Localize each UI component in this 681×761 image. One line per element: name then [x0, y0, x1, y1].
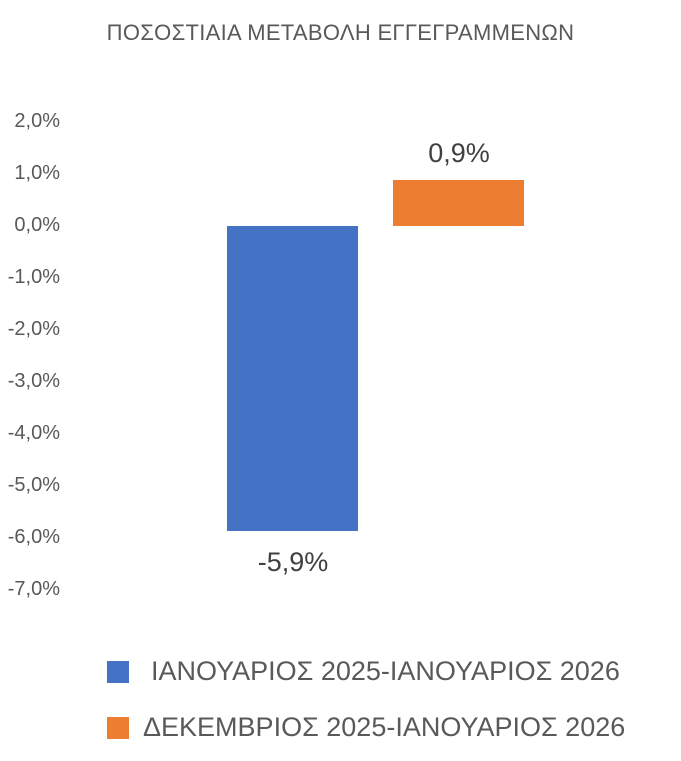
legend-swatch-blue: [107, 660, 129, 683]
y-tick-label: 0,0%: [14, 214, 60, 236]
legend-item-jan2025-jan2026: ΙΑΝΟΥΑΡΙΟΣ 2025-ΙΑΝΟΥΑΡΙΟΣ 2026: [107, 656, 620, 687]
legend-label: ΙΑΝΟΥΑΡΙΟΣ 2025-ΙΑΝΟΥΑΡΙΟΣ 2026: [151, 656, 620, 686]
legend-swatch-orange: [107, 716, 129, 739]
y-tick-label: -3,0%: [7, 370, 60, 392]
y-tick-label: -2,0%: [7, 318, 60, 340]
bar-dec2025-jan2026: [393, 180, 524, 226]
chart-title: ΠΟΣΟΣΤΙΑΙΑ ΜΕΤΑΒΟΛΗ ΕΓΓΕΓΡΑΜΜΕΝΩΝ: [106, 20, 575, 45]
y-tick-label: 2,0%: [14, 110, 60, 132]
y-tick-label: -6,0%: [7, 526, 60, 548]
y-tick-label: -4,0%: [7, 422, 60, 444]
legend-item-dec2025-jan2026: ΔΕΚΕΜΒΡΙΟΣ 2025-ΙΑΝΟΥΑΡΙΟΣ 2026: [107, 712, 625, 743]
legend-label: ΔΕΚΕΜΒΡΙΟΣ 2025-ΙΑΝΟΥΑΡΙΟΣ 2026: [143, 712, 626, 742]
y-tick-label: -7,0%: [7, 578, 60, 600]
data-label-jan2025-jan2026: -5,9%: [257, 547, 329, 577]
y-tick-label: -1,0%: [7, 266, 60, 288]
data-label-dec2025-jan2026: 0,9%: [428, 138, 490, 168]
y-tick-label: 1,0%: [14, 162, 60, 184]
bar-jan2025-jan2026: [227, 226, 358, 531]
y-tick-label: -5,0%: [7, 474, 60, 496]
